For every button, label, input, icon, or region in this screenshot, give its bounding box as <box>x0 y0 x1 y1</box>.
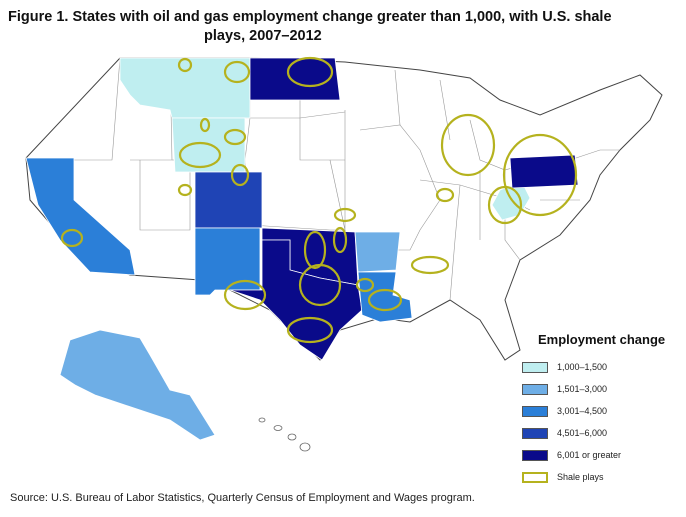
legend-item-6001-or-greater: 6,001 or greater <box>522 444 682 466</box>
legend-label: 1,501–3,000 <box>557 384 608 394</box>
state-colorado <box>194 171 263 229</box>
legend-item-4501-6000: 4,501–6,000 <box>522 422 682 444</box>
title-line-2: plays, 2007–2012 <box>204 28 322 44</box>
legend-swatch <box>522 405 548 417</box>
legend-swatch <box>522 361 548 373</box>
shale-plays <box>60 56 578 344</box>
source-note: Source: U.S. Bureau of Labor Statistics,… <box>10 492 475 504</box>
colored-states <box>25 57 579 441</box>
hawaii <box>258 417 311 452</box>
state-louisiana <box>357 271 413 323</box>
legend-swatch <box>522 383 548 395</box>
legend-item-shale-plays: Shale plays <box>522 466 682 488</box>
state-new-mexico <box>194 227 261 296</box>
state-texas <box>229 239 363 361</box>
state-north-dakota <box>249 57 341 101</box>
legend-item-3001-4500: 3,001–4,500 <box>522 400 682 422</box>
legend-swatch <box>522 427 548 439</box>
state-pennsylvania <box>509 154 579 189</box>
legend-swatch-shale <box>522 471 548 483</box>
map-legend: Employment change 1,000–1,500 1,501–3,00… <box>522 332 682 488</box>
legend-item-1501-3000: 1,501–3,000 <box>522 378 682 400</box>
legend-label: 3,001–4,500 <box>557 406 608 416</box>
legend-title: Employment change <box>538 332 666 347</box>
state-alaska <box>59 329 216 441</box>
legend-label: Shale plays <box>557 472 604 482</box>
figure-title: Figure 1. States with oil and gas employ… <box>8 8 678 46</box>
state-arkansas <box>354 231 401 273</box>
state-california <box>25 157 136 276</box>
legend-label: 4,501–6,000 <box>557 428 608 438</box>
legend-label: 6,001 or greater <box>557 450 622 460</box>
legend-label: 1,000–1,500 <box>557 362 608 372</box>
legend-swatch <box>522 449 548 461</box>
legend-item-1000-1500: 1,000–1,500 <box>522 356 682 378</box>
title-line-1: Figure 1. States with oil and gas employ… <box>8 9 612 25</box>
